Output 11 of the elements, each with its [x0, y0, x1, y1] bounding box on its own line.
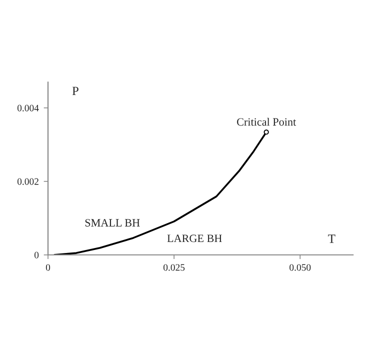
x-tick-label: 0.050 — [290, 264, 311, 271]
y-tick-label: 0.004 — [17, 104, 39, 112]
y-axis-title: P — [72, 86, 78, 96]
annotation: LARGE BH — [167, 234, 222, 242]
x-axis-title: T — [328, 234, 336, 243]
y-tick-label: 0 — [34, 252, 39, 258]
x-tick-label: 0 — [46, 264, 50, 271]
x-tick-label: 0.025 — [163, 264, 185, 271]
y-tick-label: 0.002 — [17, 178, 38, 185]
annotation: Critical Point — [237, 118, 296, 126]
annotation: SMALL BH — [85, 219, 140, 227]
